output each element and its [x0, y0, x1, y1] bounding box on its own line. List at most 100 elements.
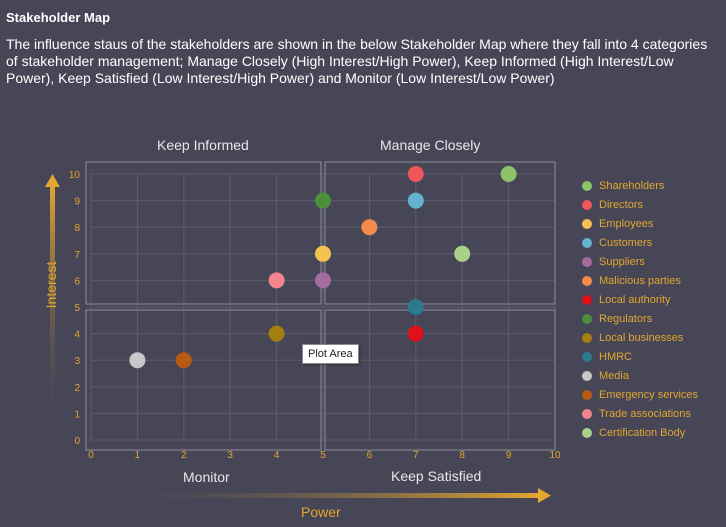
legend-label: Local authority: [599, 293, 671, 306]
y-axis-arrow-shaft: [50, 185, 55, 435]
legend-swatch: [582, 428, 592, 439]
x-tick-label: 7: [413, 450, 419, 461]
plot-area-tooltip: Plot Area: [302, 344, 359, 364]
page-title: Stakeholder Map: [6, 10, 111, 25]
quadrant-box-keep-satisfied: [324, 309, 556, 451]
x-tick-label: 5: [320, 450, 326, 461]
y-tick-label: 8: [74, 223, 80, 234]
legend-item-shareholders[interactable]: Shareholders: [582, 176, 698, 195]
x-tick-label: 6: [367, 450, 373, 461]
quadrant-box-keep-informed: [85, 161, 322, 305]
quadrant-label-manage-closely: Manage Closely: [380, 137, 481, 153]
y-tick-label: 3: [74, 356, 80, 367]
data-point-media: [129, 352, 146, 369]
grid-lines: [90, 173, 556, 441]
legend-item-directors[interactable]: Directors: [582, 195, 698, 214]
legend-label: Media: [599, 369, 629, 382]
y-axis-arrow-head: [45, 174, 60, 187]
x-tick-label: 2: [181, 450, 187, 461]
y-tick-label: 1: [74, 409, 80, 420]
legend-swatch: [582, 294, 592, 305]
y-tick-label: 9: [74, 197, 80, 208]
legend-label: Regulators: [599, 312, 653, 325]
legend-label: Shareholders: [599, 179, 665, 192]
axis-arrows: [45, 174, 551, 503]
x-tick-label: 4: [274, 450, 280, 461]
legend-label: Directors: [599, 198, 644, 211]
legend-swatch: [582, 256, 592, 267]
legend-swatch: [582, 218, 592, 229]
legend-item-customers[interactable]: Customers: [582, 233, 698, 252]
quadrant-box-monitor: [85, 309, 322, 451]
legend-item-trade-associations[interactable]: Trade associations: [582, 405, 698, 424]
data-point-hmrc: [407, 299, 424, 315]
quadrant-label-keep-informed: Keep Informed: [157, 137, 249, 153]
y-tick-label: 2: [74, 383, 80, 394]
legend-swatch: [582, 199, 592, 210]
y-tick-label: 5: [74, 303, 80, 314]
legend-swatch: [582, 370, 592, 381]
y-axis-title-wrap: Interest: [43, 255, 61, 315]
data-point-malicious-parties: [361, 219, 378, 236]
quadrant-label-monitor: Monitor: [183, 469, 230, 485]
x-tick-label: 9: [506, 450, 512, 461]
legend-item-suppliers[interactable]: Suppliers: [582, 252, 698, 271]
y-tick-label: 10: [69, 170, 81, 181]
data-point-shareholders: [500, 166, 517, 182]
data-points: [129, 166, 517, 369]
page-description: The influence staus of the stakeholders …: [6, 36, 708, 86]
legend-swatch: [582, 351, 592, 362]
legend-item-local-authority[interactable]: Local authority: [582, 290, 698, 309]
x-tick-label: 3: [227, 450, 233, 461]
legend-item-local-businesses[interactable]: Local businesses: [582, 328, 698, 347]
legend-swatch: [582, 180, 592, 191]
legend-item-regulators[interactable]: Regulators: [582, 309, 698, 328]
legend-swatch: [582, 275, 592, 286]
x-axis-arrow-shaft: [90, 493, 540, 498]
legend-item-hmrc[interactable]: HMRC: [582, 347, 698, 366]
legend-swatch: [582, 409, 592, 420]
quadrant-borders: [85, 161, 556, 451]
quadrant-label-keep-satisfied: Keep Satisfied: [391, 468, 482, 484]
legend-label: Malicious parties: [599, 274, 681, 287]
y-tick-label: 4: [74, 330, 80, 341]
data-point-emergency-services: [175, 352, 192, 369]
quadrant-box-manage-closely: [324, 161, 556, 305]
legend-label: Suppliers: [599, 255, 645, 268]
legend-item-media[interactable]: Media: [582, 366, 698, 385]
legend-swatch: [582, 313, 592, 324]
legend-item-emergency-services[interactable]: Emergency services: [582, 386, 698, 405]
legend-swatch: [582, 237, 592, 248]
y-tick-label: 0: [74, 436, 80, 447]
chart-legend: Shareholders Directors Employees Customers S…: [582, 176, 698, 443]
x-tick-label: 0: [88, 450, 94, 461]
data-point-regulators: [315, 192, 331, 209]
x-tick-label: 1: [135, 450, 141, 461]
data-point-customers: [407, 192, 424, 209]
data-point-certification-body: [454, 245, 471, 262]
data-point-local-authority: [407, 325, 424, 342]
y-tick-label: 7: [74, 250, 80, 261]
legend-label: Employees: [599, 217, 654, 230]
x-tick-label: 10: [549, 450, 561, 461]
y-axis-title: Interest: [43, 261, 59, 309]
data-point-trade-associations: [268, 272, 285, 289]
tick-labels: 0 1 2 3 4 5 6 7 8 9 10 0 1 2 3 4 5 6 7 8 9 10: [69, 170, 561, 461]
legend-label: HMRC: [599, 350, 632, 363]
x-axis-arrow-head: [538, 488, 551, 503]
data-point-employees: [315, 245, 331, 262]
x-tick-label: 8: [459, 450, 465, 461]
x-axis-title: Power: [301, 504, 341, 520]
legend-swatch: [582, 390, 592, 401]
legend-label: Trade associations: [599, 408, 691, 421]
legend-item-malicious-parties[interactable]: Malicious parties: [582, 271, 698, 290]
legend-item-employees[interactable]: Employees: [582, 214, 698, 233]
legend-label: Local businesses: [599, 331, 684, 344]
legend-item-certification-body[interactable]: Certification Body: [582, 424, 698, 443]
data-point-local-businesses: [268, 325, 285, 342]
legend-swatch: [582, 332, 592, 343]
data-point-directors: [407, 166, 424, 182]
legend-label: Certification Body: [599, 427, 686, 440]
data-point-suppliers: [315, 272, 331, 289]
